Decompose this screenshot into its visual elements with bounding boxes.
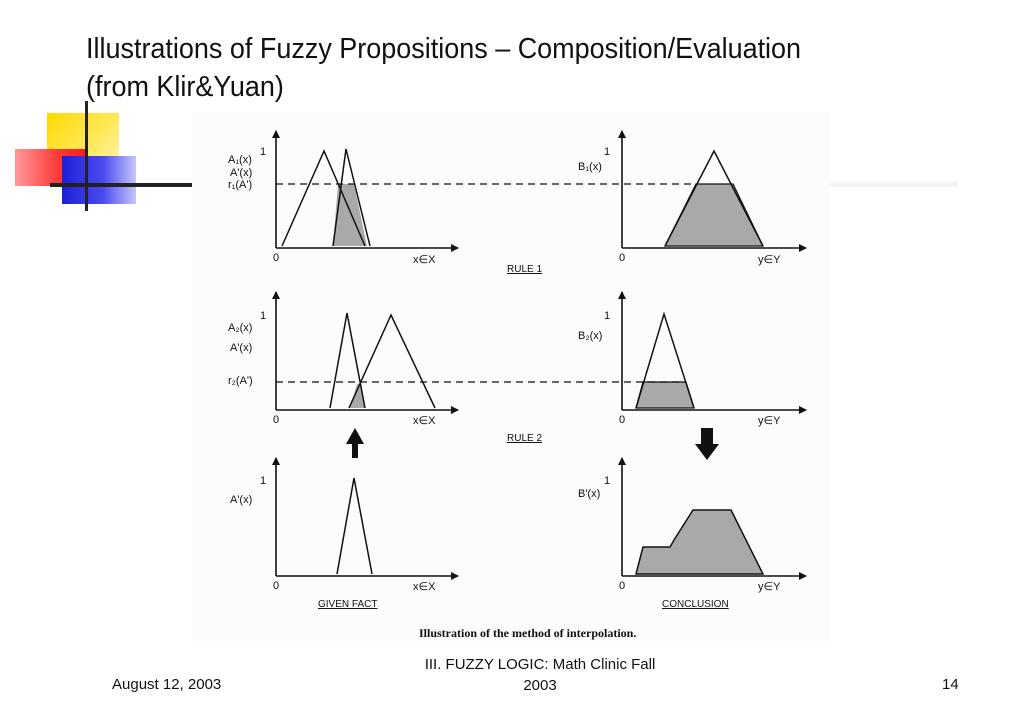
footer-course-line1: III. FUZZY LOGIC: Math Clinic Fall xyxy=(424,656,656,673)
rule2-b2-triangle xyxy=(635,311,695,409)
rule2-right-label-b2: B₂(x) xyxy=(578,330,602,342)
given-fact-label: GIVEN FACT xyxy=(318,599,377,610)
rule2-a2-triangle xyxy=(348,313,436,409)
rule2-label: RULE 2 xyxy=(507,433,542,444)
given-fact-x-axis-label: x∈X xyxy=(413,581,436,593)
given-fact-aprime-triangle xyxy=(336,477,373,575)
rule1-right-top-label: 1 xyxy=(604,146,610,158)
rule1-left-label-r1: r₁(A') xyxy=(228,179,252,191)
given-fact-origin: 0 xyxy=(273,580,279,592)
rule1-right-clipped-area xyxy=(664,183,764,247)
interpolation-figure: 1 A₁(x) A'(x) r₁(A') 0 x∈X 1 B₁(x) 0 y∈Y… xyxy=(192,112,830,642)
conclusion-top-label: 1 xyxy=(604,475,610,487)
given-fact-label-aprime: A'(x) xyxy=(230,494,252,506)
conclusion-label: CONCLUSION xyxy=(662,599,729,610)
rule1-left-label-aprime: A'(x) xyxy=(230,167,252,179)
rule2-left-top-label: 1 xyxy=(260,310,266,322)
decor-vertical-line xyxy=(85,101,88,211)
slide-title: Illustrations of Fuzzy Propositions – Co… xyxy=(86,30,923,106)
footer-course: III. FUZZY LOGIC: Math Clinic Fall 2003 xyxy=(380,654,700,696)
rule1-right-label-b1: B₁(x) xyxy=(578,161,602,173)
rule1-left-top-label: 1 xyxy=(260,146,266,158)
footer-page-number: 14 xyxy=(942,676,959,693)
given-fact-top-label: 1 xyxy=(260,475,266,487)
rule2-right-plot: 1 B₂(x) 0 y∈Y xyxy=(578,291,807,427)
rule1-b1-triangle xyxy=(664,149,764,247)
rule1-left-plot: 1 A₁(x) A'(x) r₁(A') 0 x∈X xyxy=(228,130,459,266)
rule1-left-x-axis-label: x∈X xyxy=(413,254,436,266)
rule2-right-origin: 0 xyxy=(619,414,625,426)
rule2-right-clipped-area xyxy=(635,381,695,409)
rule2-left-origin: 0 xyxy=(273,414,279,426)
conclusion-shaded-area xyxy=(635,509,765,575)
up-arrow xyxy=(346,428,364,458)
rule2-aprime-triangle xyxy=(329,312,366,409)
decor-blue-square xyxy=(62,156,136,204)
rule2-left-label-r2: r₂(A') xyxy=(228,375,253,387)
conclusion-x-axis-label: y∈Y xyxy=(758,581,781,593)
rule1-left-origin: 0 xyxy=(273,252,279,264)
slide-title-line2: (from Klir&Yuan) xyxy=(86,71,284,103)
conclusion-label-bprime: B'(x) xyxy=(578,488,600,500)
rule2-right-top-label: 1 xyxy=(604,310,610,322)
rule1-right-origin: 0 xyxy=(619,252,625,264)
conclusion-origin: 0 xyxy=(619,580,625,592)
rule2-left-label-aprime: A'(x) xyxy=(230,342,252,354)
rule1-a1-triangle xyxy=(281,149,366,247)
rule1-right-plot: 1 B₁(x) 0 y∈Y xyxy=(578,130,807,266)
given-fact-plot: 1 A'(x) 0 x∈X GIVEN FACT xyxy=(230,457,459,610)
slide-title-line1: Illustrations of Fuzzy Propositions – Co… xyxy=(86,33,802,65)
rule1-label: RULE 1 xyxy=(507,264,542,275)
footer-course-line2: 2003 xyxy=(523,677,557,694)
figure-caption: Illustration of the method of interpolat… xyxy=(419,626,636,640)
conclusion-plot: 1 B'(x) 0 y∈Y CONCLUSION xyxy=(578,457,807,610)
rule1-aprime-triangle xyxy=(332,148,371,247)
decor-faint-rule xyxy=(830,182,958,187)
down-arrow xyxy=(695,428,719,460)
rule2-right-x-axis-label: y∈Y xyxy=(758,415,781,427)
decor-horizontal-line xyxy=(50,183,195,187)
rule2-left-plot: 1 A₂(x) A'(x) r₂(A') 0 x∈X xyxy=(228,291,459,427)
rule2-left-label-a2: A₂(x) xyxy=(228,322,252,334)
rule1-right-x-axis-label: y∈Y xyxy=(758,254,781,266)
footer-date: August 12, 2003 xyxy=(112,676,222,693)
rule2-left-x-axis-label: x∈X xyxy=(413,415,436,427)
rule1-left-label-a1: A₁(x) xyxy=(228,154,252,166)
